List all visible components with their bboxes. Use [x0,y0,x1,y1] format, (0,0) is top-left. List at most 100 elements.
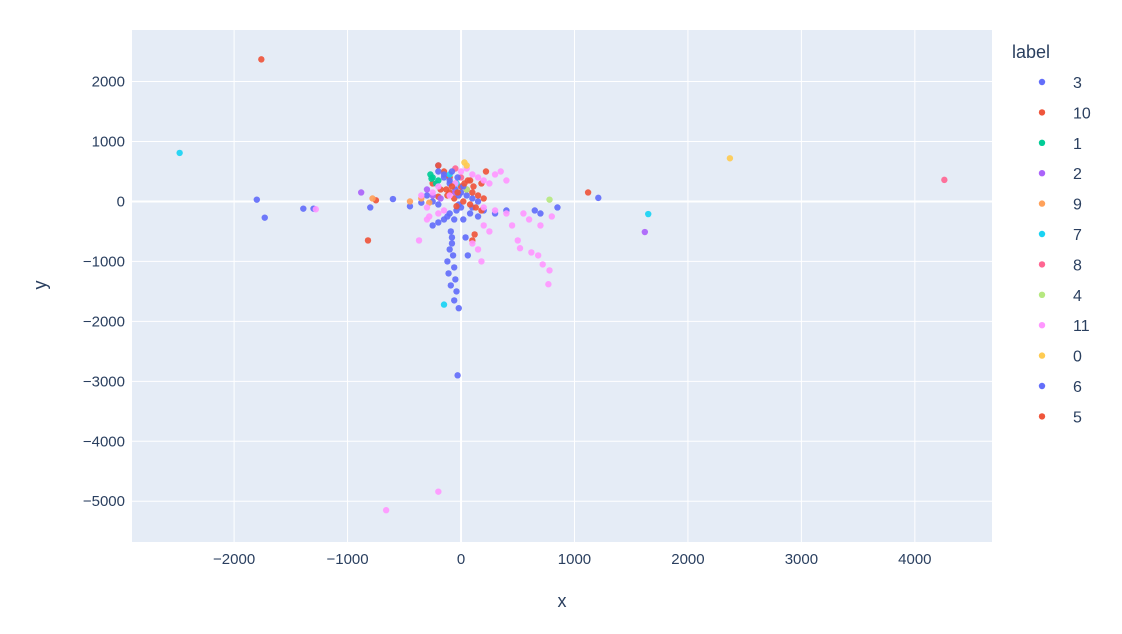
data-point [461,180,468,187]
data-point [423,204,431,211]
data-point [423,186,431,193]
data-point [531,207,538,214]
data-point [455,304,462,312]
legend-label: 5 [1073,409,1082,426]
data-point [462,234,469,241]
legend-marker [1038,261,1046,268]
x-tick-label: −1000 [326,551,368,568]
data-point [357,189,365,196]
data-point [469,171,476,178]
legend-marker [1038,230,1046,238]
legend-marker [1038,413,1046,420]
data-point [641,228,649,236]
y-tick-label: −2000 [83,313,125,330]
data-point [406,198,414,205]
data-point [480,222,487,229]
data-point [448,183,456,190]
data-point [457,168,465,175]
legend: label 3 10 1 2 9 7 8 4 11 0 6 5 [1012,42,1091,426]
data-point [452,276,459,283]
legend-label: 0 [1073,349,1082,366]
data-point [491,207,499,214]
data-point [460,198,467,205]
data-point [520,210,527,217]
data-point [503,177,510,184]
legend-marker [1038,139,1046,146]
data-point [537,210,544,217]
data-point [258,56,265,63]
data-point [429,189,436,196]
x-tick-label: 0 [457,551,465,568]
legend-marker [1038,291,1046,298]
data-point [448,168,456,175]
legend-label: 8 [1073,257,1082,274]
data-point [451,216,458,223]
data-point [545,281,552,288]
data-point [486,180,493,187]
y-tick-label: 1000 [92,134,125,151]
x-tick-label: 4000 [898,551,931,568]
data-point [435,168,442,175]
data-point [466,177,474,184]
data-point [437,195,444,202]
data-point [463,192,470,199]
x-tick-label: 2000 [671,551,704,568]
data-point [435,488,442,495]
legend-label: 6 [1073,379,1082,396]
data-point [449,252,457,259]
data-point [480,204,487,211]
data-point [300,205,307,212]
data-point [382,507,390,514]
data-point [474,192,482,199]
legend-label: 4 [1073,288,1082,305]
data-point [435,219,442,226]
data-point [470,183,477,190]
data-point [472,204,479,211]
y-tick-label: 2000 [92,74,125,91]
legend-marker [1038,352,1046,359]
legend-marker [1038,109,1046,116]
data-point [435,210,442,217]
data-point [369,195,376,202]
data-point [528,249,535,256]
legend-label: 11 [1073,318,1090,335]
y-axis-ticks: 2000 1000 0 −1000 −2000 −3000 −4000 −5000 [83,74,125,511]
data-point [461,159,468,166]
y-tick-label: −1000 [83,253,125,270]
data-point [176,149,183,157]
data-point [440,207,448,214]
data-point [426,213,433,220]
data-point [261,214,268,221]
data-point [482,168,490,175]
data-point [312,206,319,213]
data-point [471,231,478,238]
data-point [516,245,524,252]
data-point [445,270,452,277]
legend-label: 10 [1073,105,1091,122]
data-point [423,192,431,199]
data-point [253,196,261,203]
data-point [451,264,458,271]
data-point [435,162,442,169]
x-axis-ticks: −2000 −1000 0 1000 2000 3000 4000 [213,551,931,568]
data-point [514,237,521,244]
data-point [448,234,456,241]
data-point [389,195,397,203]
data-point [464,252,472,259]
legend-label: 9 [1073,197,1082,214]
data-point [453,288,460,295]
data-point [497,168,504,175]
data-point [454,189,461,196]
data-point [460,216,467,223]
legend-label: 7 [1073,227,1082,244]
data-point [415,237,423,244]
data-point [418,192,425,199]
data-point [364,237,372,244]
data-point [546,267,553,274]
data-point [645,210,652,218]
data-point [486,228,493,235]
data-point [466,210,474,217]
legend-marker [1038,200,1046,207]
x-tick-label: 3000 [785,551,818,568]
data-point [539,261,546,268]
